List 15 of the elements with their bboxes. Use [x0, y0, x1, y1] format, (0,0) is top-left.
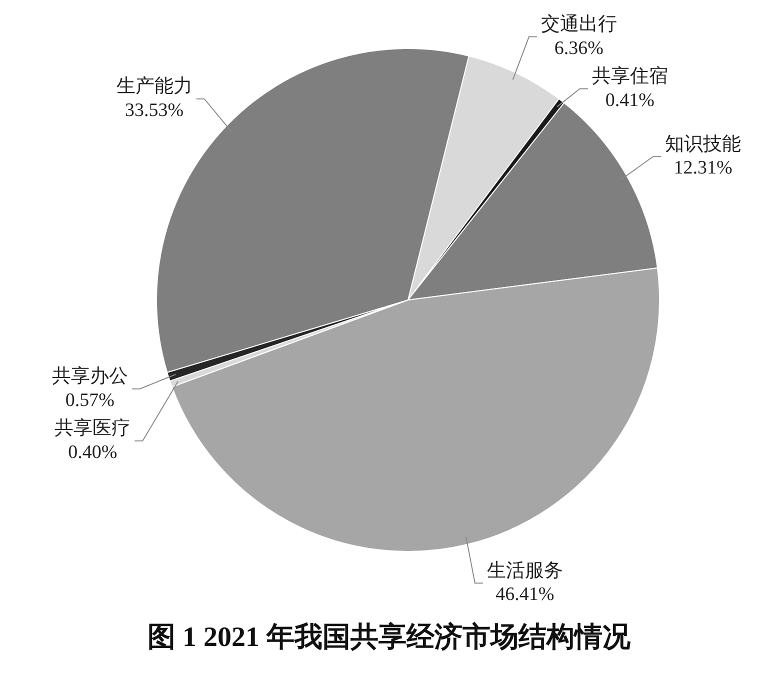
data-label: 6.36% — [554, 38, 604, 59]
data-label: 12.31% — [674, 158, 733, 179]
data-label: 0.57% — [65, 390, 115, 411]
slice-label: 共享办公 — [52, 365, 128, 388]
data-label: 33.53% — [124, 100, 184, 121]
data-label: 46.41% — [496, 584, 554, 606]
slice-label: 交通出行 — [540, 13, 617, 36]
slice-label: 生产能力 — [116, 76, 192, 98]
slice-label: 共享医疗 — [54, 417, 131, 440]
slice-label: 知识技能 — [665, 134, 742, 155]
text: 图 1 2021 年我国共享经济市场结构情况 — [146, 620, 632, 655]
slice-label: 共享住宿 — [592, 65, 668, 88]
data-label: 0.41% — [605, 90, 655, 111]
slice-label: 生活服务 — [486, 560, 563, 582]
data-label: 0.40% — [68, 442, 118, 463]
